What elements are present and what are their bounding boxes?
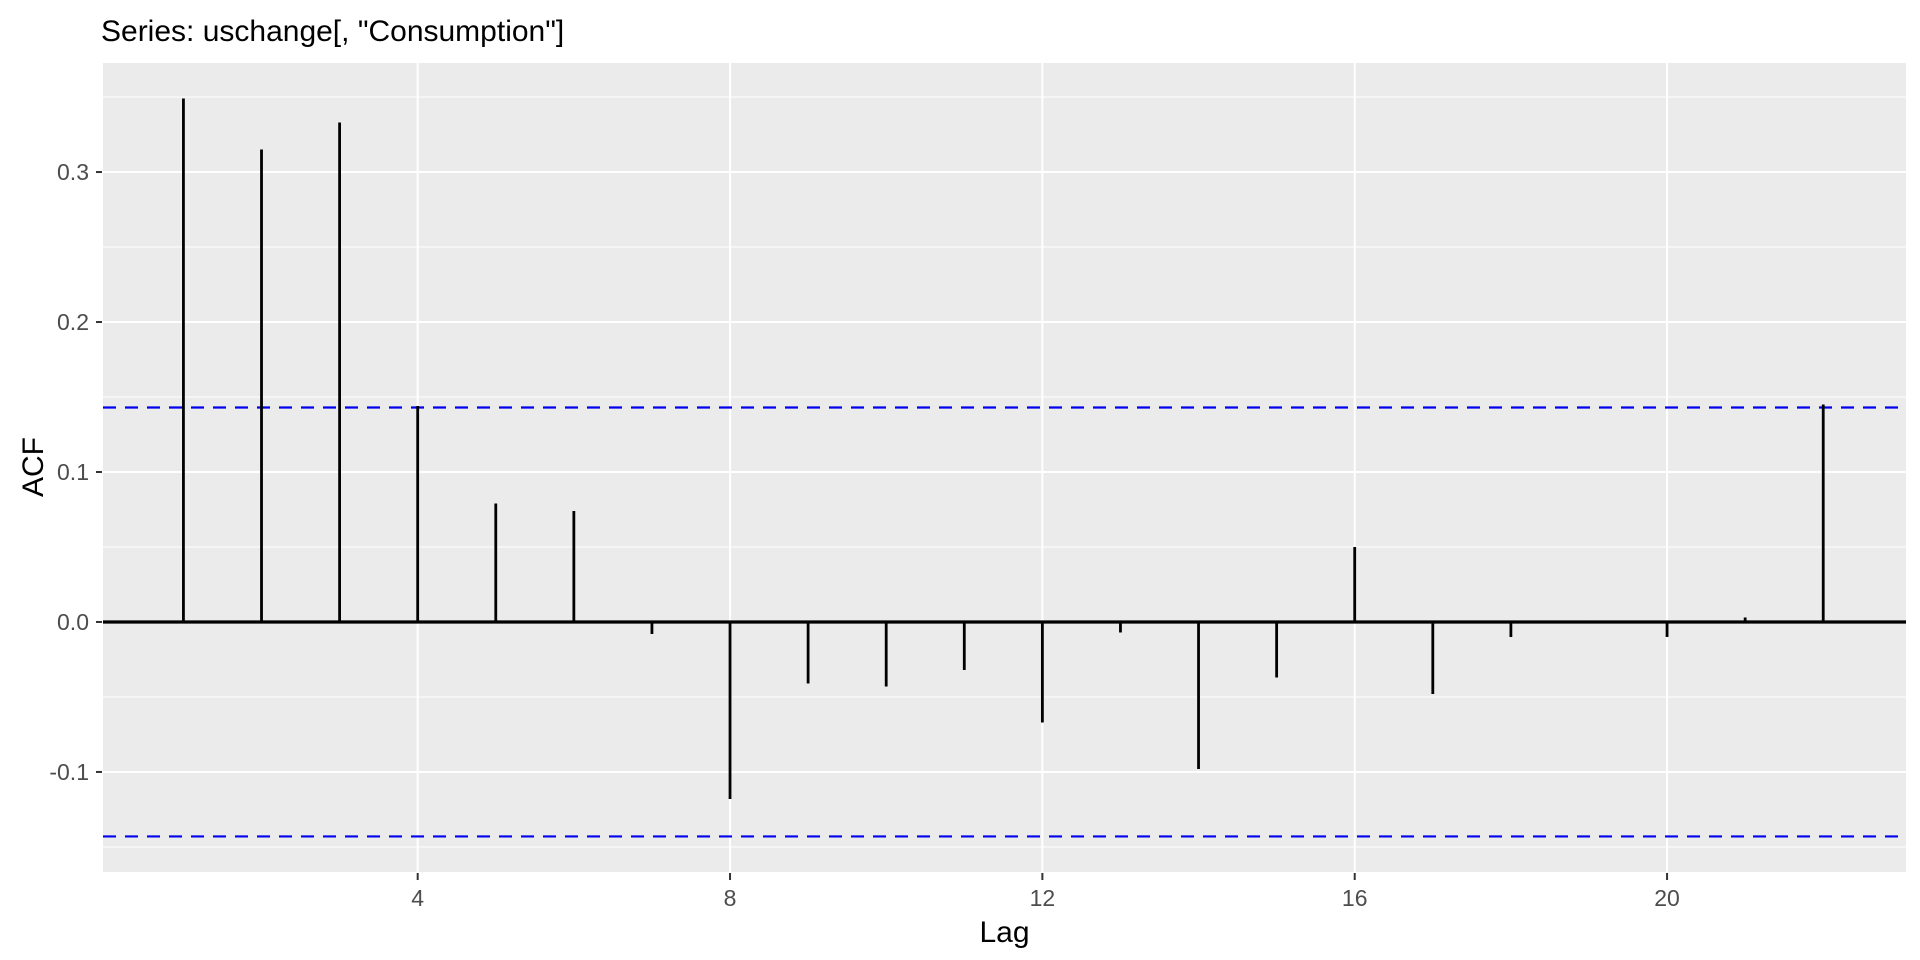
y-tick-label: -0.1 [49, 759, 89, 785]
y-axis-title: ACF [17, 437, 50, 497]
y-tick-label: 0.2 [57, 309, 89, 335]
panel-background [103, 63, 1906, 872]
x-tick-label: 20 [1654, 885, 1680, 911]
y-tick-label: 0.0 [57, 609, 89, 635]
x-tick-label: 12 [1030, 885, 1056, 911]
plot-title: Series: uschange[, "Consumption"] [101, 15, 565, 48]
y-tick-label: 0.3 [57, 159, 89, 185]
x-tick-label: 16 [1342, 885, 1368, 911]
x-axis-title: Lag [979, 916, 1030, 949]
y-tick-label: 0.1 [57, 459, 89, 485]
x-tick-label: 4 [411, 885, 424, 911]
x-tick-label: 8 [724, 885, 737, 911]
